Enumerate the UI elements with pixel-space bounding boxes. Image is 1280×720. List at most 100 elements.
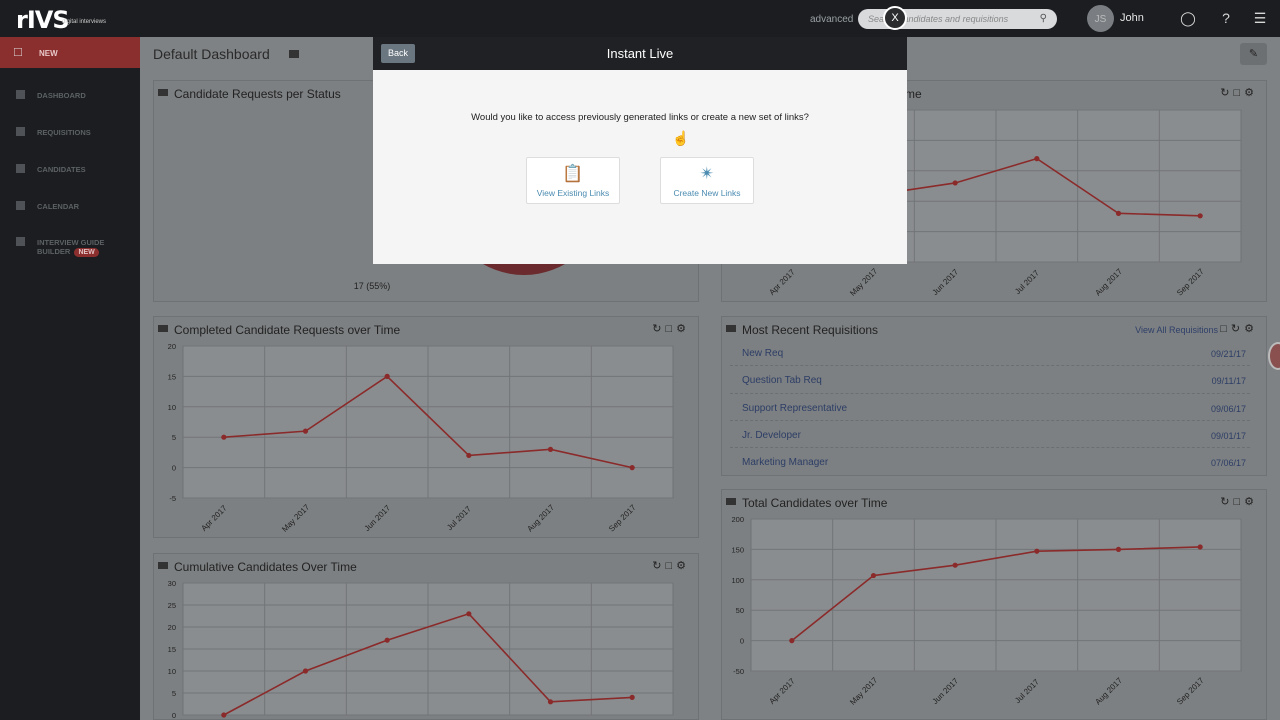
globe-icon[interactable]: ◯ — [1180, 10, 1196, 26]
panel-tools[interactable]: □↻⚙ — [1220, 322, 1258, 335]
sidebar-item-calendar[interactable]: CALENDAR — [0, 199, 140, 219]
badge-check-icon: ✴ — [699, 164, 715, 183]
data-point — [384, 637, 390, 643]
data-point — [789, 638, 795, 644]
export-icon: □ — [1220, 323, 1231, 335]
data-point — [1034, 156, 1040, 162]
panel-title: me — [905, 87, 922, 101]
advanced-search-link[interactable]: advanced — [810, 14, 854, 25]
view-all-requisitions-link[interactable]: View All Requisitions — [1135, 325, 1218, 335]
x-tick-label: Jul 2017 — [1013, 677, 1041, 705]
back-button[interactable]: Back — [381, 44, 415, 63]
panel-title: Total Candidates over Time — [742, 496, 888, 510]
help-icon[interactable]: ? — [1222, 10, 1230, 26]
data-point — [1197, 544, 1203, 550]
requisition-name[interactable]: Question Tab Req — [742, 375, 822, 387]
y-tick-label: 50 — [736, 606, 744, 615]
gear-icon: ⚙ — [1244, 87, 1258, 99]
sidebar-item-new[interactable]: □ NEW — [0, 37, 140, 68]
panel-tools[interactable]: ↻□⚙ — [1220, 495, 1258, 508]
modal-header: Instant Live Back — [373, 37, 907, 70]
sidebar-item-requisitions[interactable]: REQUISITIONS — [0, 125, 140, 145]
data-point — [466, 611, 472, 617]
calendar-icon — [16, 201, 25, 210]
y-tick-label: 0 — [172, 711, 176, 720]
x-tick-label: Apr 2017 — [199, 503, 229, 533]
panel-tools[interactable]: ↻□⚙ — [652, 559, 690, 572]
requisition-date: 09/21/17 — [1210, 349, 1246, 359]
new-badge: NEW — [74, 248, 99, 257]
sidebar-item-candidates[interactable]: CANDIDATES — [0, 162, 140, 182]
list-item[interactable]: Jr. Developer 09/01/17 — [730, 421, 1250, 449]
list-item[interactable]: New Req 09/21/17 — [730, 339, 1250, 367]
panel-tools[interactable]: ↻□⚙ — [1220, 86, 1258, 99]
close-modal-button[interactable]: X — [883, 6, 907, 30]
requisition-name[interactable]: Marketing Manager — [742, 457, 829, 469]
list-item[interactable]: Marketing Manager 07/06/17 — [730, 448, 1250, 475]
x-tick-label: Apr 2017 — [767, 676, 797, 706]
panel-title: Candidate Requests per Status — [174, 87, 341, 101]
requisition-name[interactable]: New Req — [742, 348, 784, 359]
search-input[interactable]: Search candidates and requisitions ⚲ — [858, 9, 1057, 29]
refresh-icon: ↻ — [652, 323, 666, 335]
menu-icon[interactable]: ☰ — [1253, 10, 1267, 26]
search-placeholder: Search candidates and requisitions — [868, 14, 1009, 24]
x-tick-label: Aug 2017 — [1093, 267, 1124, 298]
data-point — [221, 712, 227, 718]
x-tick-label: Sep 2017 — [1175, 676, 1206, 707]
panel-total: Total Candidates over Time ↻□⚙ 200 150 100… — [721, 489, 1267, 720]
panel-tools[interactable]: ↻□⚙ — [652, 322, 690, 335]
y-tick-label: 150 — [731, 545, 744, 554]
refresh-icon: ↻ — [1220, 87, 1234, 99]
data-point — [547, 699, 554, 705]
sidebar-item-label: REQUISITIONS — [37, 128, 91, 137]
view-existing-links-button[interactable]: 📋 View Existing Links — [526, 157, 620, 204]
sidebar-item-dashboard[interactable]: DASHBOARD — [0, 88, 140, 108]
clipboard-icon: 📋 — [562, 164, 584, 183]
avatar[interactable]: JS — [1087, 5, 1114, 32]
sidebar-item-label: CANDIDATES — [37, 165, 86, 174]
users-icon — [158, 562, 168, 569]
data-point — [302, 428, 309, 434]
requisition-name[interactable]: Support Representative — [742, 402, 848, 414]
requisition-date: 09/06/17 — [1210, 403, 1246, 414]
sidebar-item-label: DASHBOARD — [37, 91, 86, 100]
refresh-icon: ↻ — [1230, 323, 1245, 335]
list-item[interactable]: Question Tab Req 09/11/17 — [730, 366, 1250, 394]
x-tick-label: Jun 2017 — [363, 503, 393, 533]
gear-icon: ⚙ — [676, 560, 690, 572]
x-tick-label: Jun 2017 — [931, 267, 961, 297]
sidebar-item-interview-guide-builder[interactable]: INTERVIEW GUIDE BUILDER NEW — [0, 235, 140, 265]
data-point — [384, 373, 390, 379]
export-icon: □ — [1233, 87, 1245, 99]
create-new-links-button[interactable]: ✴ Create New Links — [660, 157, 754, 204]
requisition-date: 09/01/17 — [1210, 430, 1246, 441]
series-line — [791, 546, 1201, 642]
users-icon — [16, 164, 25, 173]
search-icon[interactable]: ⚲ — [1039, 13, 1047, 24]
panel-completed: Completed Candidate Requests over Time ↻… — [153, 316, 699, 538]
side-widget-button[interactable] — [1268, 342, 1280, 370]
data-point — [629, 465, 635, 471]
file-icon — [16, 127, 25, 136]
sidebar-item-label: NEW — [39, 49, 58, 58]
list-item[interactable]: Support Representative 09/06/17 — [730, 394, 1250, 421]
x-tick-label: May 2017 — [280, 502, 312, 534]
dashboard-select-icon[interactable] — [289, 50, 299, 58]
logo-subtitle: digital interviews — [62, 19, 107, 25]
data-point — [1115, 546, 1122, 552]
sidebar-item-label-line2: BUILDER — [37, 247, 71, 256]
y-tick-label: 15 — [168, 645, 176, 654]
requisition-date: 07/06/17 — [1210, 458, 1246, 469]
bar-chart-icon — [16, 90, 25, 99]
requisition-name[interactable]: Jr. Developer — [742, 429, 801, 441]
line-chart: 200 150 100 50 0 -50 Apr 2017 May 2017 Jun 2017 J… — [731, 515, 1242, 707]
panel-recent-requisitions: Most Recent Requisitions View All Requis… — [721, 316, 1267, 476]
instant-live-modal: Instant Live Back Would you like to acce… — [373, 37, 907, 264]
user-name[interactable]: John — [1120, 12, 1144, 24]
data-point — [870, 572, 877, 579]
edit-dashboard-button[interactable]: ✎ — [1240, 43, 1267, 65]
data-point — [221, 434, 227, 440]
pie-label: 17 (55%) — [354, 281, 391, 291]
logo[interactable]: rIVS — [16, 6, 70, 34]
